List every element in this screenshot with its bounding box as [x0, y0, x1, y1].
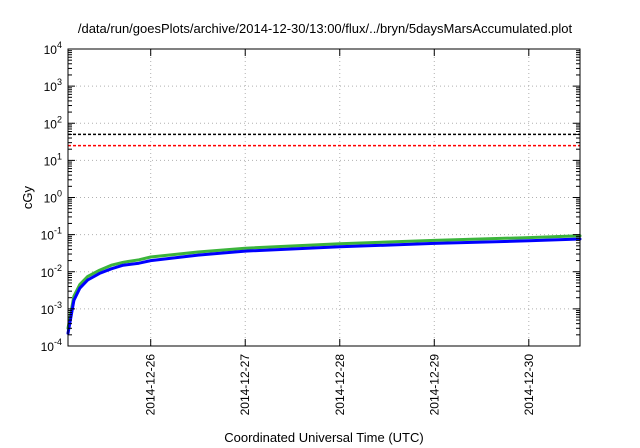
x-axis-title: Coordinated Universal Time (UTC) [224, 430, 423, 445]
x-tick-label: 2014-12-29 [427, 354, 441, 416]
y-tick-label: 100 [44, 189, 62, 206]
y-tick-label: 10-3 [41, 300, 62, 317]
y-tick-label: 104 [44, 40, 62, 57]
y-axis-title: cGy [20, 185, 35, 209]
x-tick-label: 2014-12-28 [333, 354, 347, 416]
series-line [66, 234, 582, 330]
y-tick-label: 103 [44, 77, 62, 94]
y-tick-label: 10-2 [41, 263, 62, 280]
x-tick-label: 2014-12-30 [522, 354, 536, 416]
grid [68, 49, 580, 346]
axis-ticks: 10-4 10-3 10-2 10-1 100 101 102 103 104 2014-12-2… [41, 40, 580, 415]
series-line [66, 237, 582, 335]
y-tick-label: 102 [44, 114, 62, 131]
reference-lines [68, 133, 580, 147]
y-tick-label: 10-4 [41, 337, 62, 354]
chart-title: /data/run/goesPlots/archive/2014-12-30/1… [78, 21, 573, 36]
y-tick-label: 10-1 [41, 226, 62, 243]
data-series [66, 234, 582, 335]
x-tick-label: 2014-12-26 [144, 354, 158, 416]
x-tick-label: 2014-12-27 [238, 354, 252, 416]
y-tick-label: 101 [44, 151, 62, 168]
